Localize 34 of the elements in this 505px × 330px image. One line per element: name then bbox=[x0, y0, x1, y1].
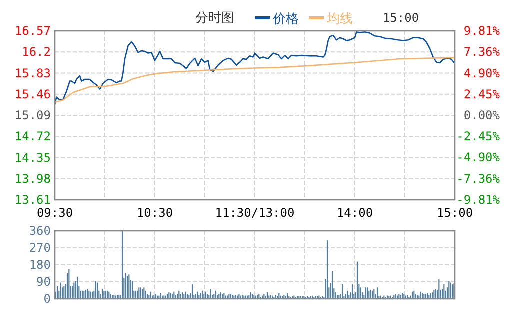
x-tick-label: 10:30 bbox=[136, 206, 174, 220]
x-tick-label: 09:30 bbox=[36, 206, 74, 220]
y2-tick-label: -2.45% bbox=[456, 130, 501, 144]
y2-tick-label: -4.90% bbox=[456, 150, 501, 165]
y2-tick-label: 9.81% bbox=[464, 24, 501, 38]
y-tick-label: 270 bbox=[29, 241, 51, 255]
y-tick-label: 180 bbox=[29, 258, 51, 272]
y-tick-label: 16.2 bbox=[22, 45, 51, 60]
y-tick-label: 14.35 bbox=[14, 150, 51, 165]
x-tick-label: 15:00 bbox=[436, 206, 474, 220]
text: 15:00 bbox=[382, 11, 420, 25]
y-tick-label: 15.09 bbox=[14, 108, 51, 122]
x-tick-label: 14:00 bbox=[336, 206, 374, 220]
y-tick-label: 15.83 bbox=[14, 66, 51, 80]
y2-tick-label: -9.81% bbox=[456, 193, 501, 207]
y2-tick-label: 7.36% bbox=[464, 45, 501, 60]
y-tick-label: 360 bbox=[29, 224, 51, 238]
legend-label: 均线 bbox=[326, 12, 353, 27]
line-series bbox=[54, 31, 456, 106]
y-tick-label: 90 bbox=[36, 275, 51, 289]
line-series bbox=[54, 57, 456, 104]
y2-tick-label: 2.45% bbox=[464, 87, 501, 102]
y-tick-label: 15.46 bbox=[14, 87, 51, 102]
y2-tick-label: 4.90% bbox=[464, 66, 501, 80]
y-tick-label: 13.61 bbox=[14, 193, 51, 207]
y-tick-label: 0 bbox=[44, 292, 51, 306]
y-tick-label: 14.72 bbox=[14, 130, 51, 144]
legend-label: 价格 bbox=[272, 12, 299, 27]
chart-title: 分时图 bbox=[196, 11, 234, 26]
y2-tick-label: 0.00% bbox=[464, 108, 501, 122]
y-tick-label: 13.98 bbox=[14, 172, 51, 186]
y-tick-label: 16.57 bbox=[14, 24, 51, 38]
y2-tick-label: -7.36% bbox=[456, 172, 501, 186]
x-tick-label: 11:30/13:00 bbox=[215, 206, 295, 220]
